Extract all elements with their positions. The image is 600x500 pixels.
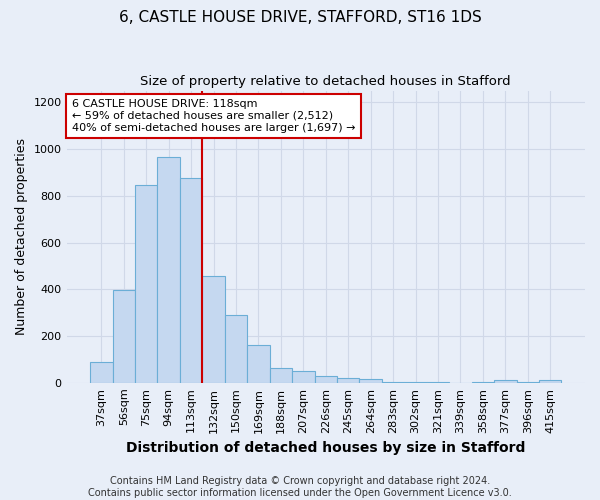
Bar	[292, 371, 314, 383]
Bar	[314, 376, 337, 383]
X-axis label: Distribution of detached houses by size in Stafford: Distribution of detached houses by size …	[126, 441, 526, 455]
Bar	[225, 315, 247, 383]
Bar	[337, 378, 359, 383]
Bar	[202, 276, 225, 383]
Bar	[382, 382, 404, 383]
Text: 6, CASTLE HOUSE DRIVE, STAFFORD, ST16 1DS: 6, CASTLE HOUSE DRIVE, STAFFORD, ST16 1D…	[119, 10, 481, 25]
Text: 6 CASTLE HOUSE DRIVE: 118sqm
← 59% of detached houses are smaller (2,512)
40% of: 6 CASTLE HOUSE DRIVE: 118sqm ← 59% of de…	[72, 100, 355, 132]
Title: Size of property relative to detached houses in Stafford: Size of property relative to detached ho…	[140, 75, 511, 88]
Text: Contains HM Land Registry data © Crown copyright and database right 2024.
Contai: Contains HM Land Registry data © Crown c…	[88, 476, 512, 498]
Bar	[269, 368, 292, 383]
Y-axis label: Number of detached properties: Number of detached properties	[15, 138, 28, 335]
Bar	[539, 380, 562, 383]
Bar	[180, 178, 202, 383]
Bar	[359, 380, 382, 383]
Bar	[90, 362, 113, 383]
Bar	[113, 290, 135, 383]
Bar	[247, 345, 269, 383]
Bar	[157, 157, 180, 383]
Bar	[404, 382, 427, 383]
Bar	[494, 380, 517, 383]
Bar	[135, 185, 157, 383]
